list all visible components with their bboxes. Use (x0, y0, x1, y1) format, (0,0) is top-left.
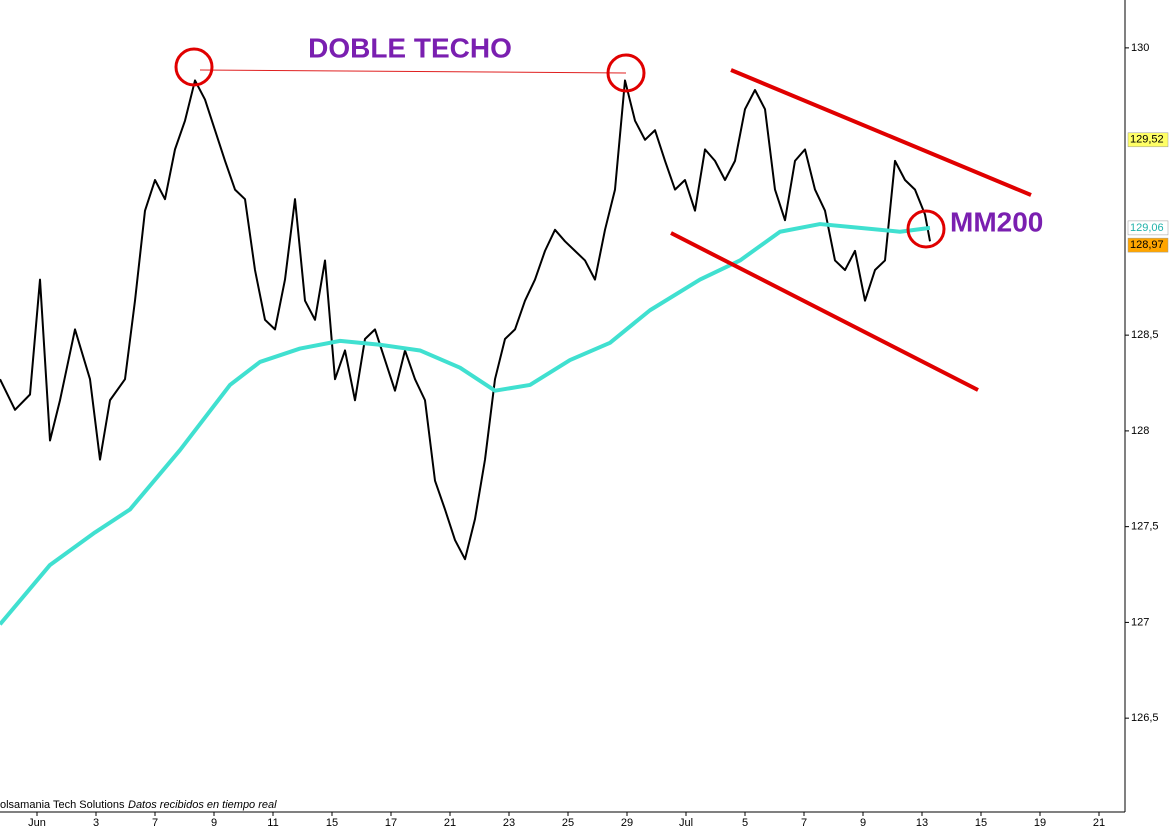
series-line (0, 222, 931, 626)
x-tick-label: 5 (742, 817, 748, 828)
x-tick-label: Jun (28, 817, 46, 828)
plot (0, 79, 931, 626)
last-value-box (1127, 132, 1169, 148)
y-tick-label: 130 (1131, 42, 1149, 54)
x-tick-label: 13 (916, 817, 928, 828)
x-tick-label: 29 (621, 817, 633, 828)
mm-circle (906, 209, 946, 249)
last-value-label: 129,06 (1130, 222, 1164, 234)
x-tick-label: 15 (975, 817, 987, 828)
x-tick-label: 9 (860, 817, 866, 828)
y-tick-label: 127,5 (1131, 521, 1159, 533)
y-tick-label: 128 (1131, 425, 1149, 437)
x-tick-label: 15 (326, 817, 338, 828)
last-value-label: 129,52 (1130, 134, 1164, 146)
y-tick-label: 128,5 (1131, 329, 1159, 341)
y-tick-label: 127 (1131, 616, 1149, 628)
x-tick-label: 17 (385, 817, 397, 828)
footer: Datos recibidos en tiempo real (128, 799, 277, 811)
x-tick-label: 25 (562, 817, 574, 828)
trend-line (730, 68, 1032, 197)
y-tick-label: 126,5 (1131, 712, 1159, 724)
last-value-box (1127, 220, 1169, 236)
x-tick-label: 19 (1034, 817, 1046, 828)
footer: olsamania Tech Solutions (0, 799, 125, 811)
last-value-box (1127, 237, 1169, 253)
last-value-label: 128,97 (1130, 239, 1164, 251)
top-circle (606, 53, 646, 93)
trend-line (670, 231, 979, 392)
annotation: MM200 (950, 206, 1043, 237)
double-top-line (199, 69, 627, 74)
x-tick-label: 7 (801, 817, 807, 828)
x-tick-label: 21 (444, 817, 456, 828)
x-tick-label: 9 (211, 817, 217, 828)
series-line (0, 79, 931, 561)
x-tick-label: Jul (679, 817, 693, 828)
x-tick-label: 3 (93, 817, 99, 828)
x-tick-label: 23 (503, 817, 515, 828)
top-circle (174, 47, 214, 87)
annotation-title: DOBLE TECHO (308, 32, 512, 63)
x-tick-label: 7 (152, 817, 158, 828)
x-tick-label: 11 (267, 817, 278, 828)
x-tick-label: 21 (1093, 817, 1105, 828)
